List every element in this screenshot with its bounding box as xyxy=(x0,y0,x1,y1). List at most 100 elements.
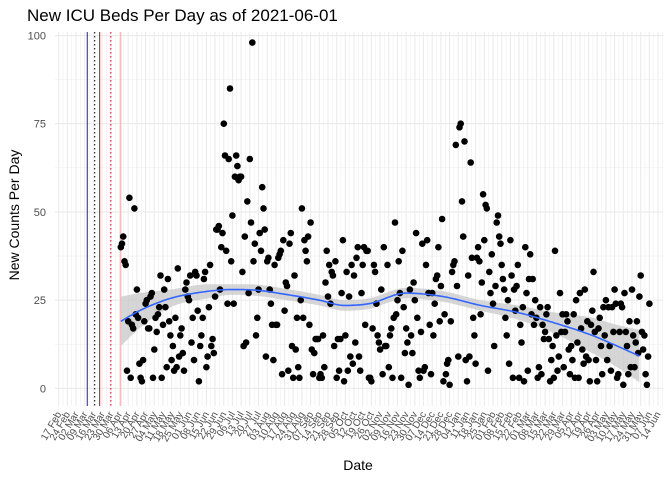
data-point xyxy=(555,353,563,360)
data-point xyxy=(230,300,237,308)
chart-title: New ICU Beds Per Day as of 2021-06-01 xyxy=(27,6,338,25)
data-point xyxy=(562,311,570,318)
data-point xyxy=(319,332,327,339)
data-point xyxy=(198,332,205,339)
data-point xyxy=(201,268,209,276)
data-point xyxy=(590,268,597,276)
data-point xyxy=(186,272,194,279)
data-point xyxy=(612,300,620,308)
data-point xyxy=(541,328,549,336)
data-point xyxy=(548,356,555,364)
data-point xyxy=(600,303,607,311)
data-point xyxy=(138,378,146,385)
data-point xyxy=(515,374,523,382)
data-point xyxy=(293,314,301,322)
data-point xyxy=(253,314,261,322)
data-point xyxy=(493,219,501,226)
data-point xyxy=(219,229,226,237)
data-point xyxy=(304,233,312,240)
data-point xyxy=(149,374,157,382)
data-point xyxy=(127,374,134,382)
data-point xyxy=(378,286,385,293)
data-point xyxy=(433,272,441,279)
data-point xyxy=(499,275,507,283)
data-point xyxy=(448,268,456,276)
data-point xyxy=(504,296,512,304)
data-point xyxy=(597,342,605,350)
data-point xyxy=(517,321,524,329)
data-point xyxy=(134,314,142,322)
data-point xyxy=(399,247,406,255)
data-point xyxy=(294,363,302,371)
data-point xyxy=(260,205,267,212)
data-point xyxy=(172,314,179,322)
data-point xyxy=(287,229,295,237)
data-point xyxy=(593,378,601,385)
data-point xyxy=(569,356,576,364)
y-axis: 0 25 50 75 100 xyxy=(28,31,46,396)
data-point xyxy=(481,236,488,244)
y-tick-label: 50 xyxy=(34,207,46,219)
data-point xyxy=(479,191,487,198)
data-point xyxy=(222,247,230,255)
data-point xyxy=(646,300,653,308)
data-point xyxy=(258,183,266,191)
data-point xyxy=(344,367,352,375)
data-point xyxy=(421,363,429,371)
data-point xyxy=(209,335,216,343)
data-point xyxy=(576,289,584,297)
data-point xyxy=(394,296,401,304)
data-point xyxy=(356,367,364,375)
data-point xyxy=(299,314,307,322)
data-point xyxy=(522,243,529,251)
data-point xyxy=(180,367,188,375)
data-point xyxy=(531,296,539,304)
data-point xyxy=(610,328,617,336)
data-point xyxy=(551,247,559,255)
data-point xyxy=(464,272,472,279)
data-point xyxy=(205,303,213,311)
data-point xyxy=(190,356,198,364)
data-point xyxy=(182,286,189,293)
y-tick-label: 25 xyxy=(34,295,46,307)
data-point xyxy=(261,226,269,233)
data-point xyxy=(461,138,468,145)
data-point xyxy=(637,272,644,279)
data-point xyxy=(158,374,165,382)
data-point xyxy=(611,286,618,293)
x-axis-title: Date xyxy=(343,457,373,473)
y-tick-label: 100 xyxy=(28,31,46,43)
data-point xyxy=(519,303,527,311)
data-point xyxy=(250,258,257,265)
data-point xyxy=(615,370,622,378)
data-point xyxy=(278,370,286,378)
data-point xyxy=(306,321,313,329)
data-point xyxy=(123,367,131,375)
data-point xyxy=(206,261,214,269)
data-point xyxy=(232,152,240,159)
data-point xyxy=(628,286,636,293)
data-point xyxy=(324,293,332,300)
data-point xyxy=(286,240,293,247)
data-point xyxy=(539,321,546,329)
data-point xyxy=(592,356,600,364)
data-point xyxy=(265,254,272,262)
data-point xyxy=(244,198,251,205)
data-point xyxy=(384,261,391,269)
data-point xyxy=(204,353,211,360)
data-point xyxy=(256,229,264,237)
data-point xyxy=(500,286,508,293)
data-point xyxy=(431,300,439,308)
data-point xyxy=(376,346,384,353)
data-point xyxy=(607,367,615,375)
data-point xyxy=(503,332,511,339)
data-point xyxy=(203,363,210,371)
data-point xyxy=(167,332,174,339)
data-point xyxy=(441,311,448,318)
data-point xyxy=(355,353,363,360)
data-point xyxy=(353,254,360,262)
data-point xyxy=(179,349,187,357)
data-point xyxy=(545,335,553,343)
data-point xyxy=(410,279,417,286)
data-point xyxy=(227,258,235,265)
